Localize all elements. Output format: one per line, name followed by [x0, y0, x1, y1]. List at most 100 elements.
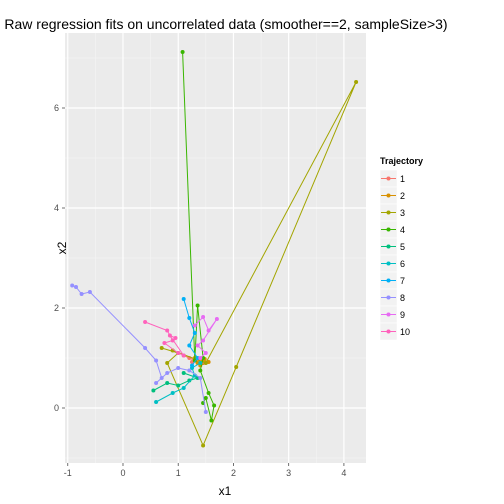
legend-label: 2 — [400, 191, 405, 201]
data-point — [206, 328, 211, 333]
data-point — [198, 368, 203, 373]
series-line — [161, 81, 357, 447]
data-point — [187, 316, 192, 320]
data-point — [165, 361, 170, 365]
legend-entry-2: 2 — [379, 186, 405, 205]
data-point — [192, 358, 197, 363]
legend-key-point — [386, 227, 391, 232]
grid-lines — [65, 33, 366, 463]
data-point — [354, 80, 359, 84]
data-point — [187, 368, 192, 373]
data-point — [154, 358, 159, 363]
legend-label: 5 — [400, 242, 405, 252]
data-point — [203, 351, 208, 355]
series-10 — [143, 320, 186, 358]
legend-label: 7 — [400, 276, 405, 286]
data-point — [198, 376, 203, 380]
legend-entry-8: 8 — [379, 288, 405, 307]
chart-title: Raw regression fits on uncorrelated data… — [4, 16, 447, 32]
legend-entry-3: 3 — [379, 203, 405, 222]
y-tick-label: 2 — [54, 303, 59, 313]
y-axis-title: x2 — [55, 241, 69, 254]
x-tick-label: -1 — [64, 468, 72, 478]
data-point — [181, 371, 186, 375]
data-point — [181, 386, 186, 390]
legend-key-point — [386, 261, 391, 266]
data-point — [201, 443, 206, 448]
legend-entry-9: 9 — [379, 305, 405, 324]
legend-key-point — [386, 210, 391, 215]
data-point — [143, 346, 148, 350]
x-axis: -1 0 1 2 3 4 — [64, 463, 346, 478]
data-point — [143, 320, 148, 324]
data-point — [192, 331, 197, 335]
legend-label: 8 — [400, 293, 405, 303]
data-point — [159, 346, 164, 350]
data-point — [198, 361, 203, 365]
data-point — [203, 396, 208, 400]
data-point — [201, 315, 206, 319]
data-point — [167, 333, 172, 338]
data-point — [165, 328, 170, 333]
y-axis: 0 2 4 6 — [54, 103, 65, 413]
data-point — [154, 381, 159, 385]
data-point — [206, 391, 211, 395]
legend-key-point — [386, 295, 391, 300]
data-point — [165, 371, 170, 375]
legend-entry-7: 7 — [379, 271, 405, 290]
data-point — [190, 363, 194, 368]
legend-label: 6 — [400, 259, 405, 269]
data-point — [176, 366, 181, 370]
data-point — [154, 400, 159, 404]
x-tick-label: 3 — [286, 468, 291, 478]
data-point — [165, 381, 170, 385]
legend-title: Trajectory — [380, 156, 423, 166]
data-point — [70, 283, 75, 288]
legend-label: 3 — [400, 208, 405, 218]
data-point — [212, 403, 217, 408]
data-point — [159, 376, 164, 380]
legend-key-point — [386, 193, 391, 198]
legend-key-point — [386, 278, 391, 283]
x-tick-label: 0 — [120, 468, 125, 478]
legend-entry-1: 1 — [379, 169, 405, 188]
series-8 — [70, 283, 208, 414]
legend-entry-10: 10 — [379, 322, 410, 341]
data-point — [181, 297, 186, 301]
y-tick-label: 4 — [54, 203, 59, 213]
legend-key-point — [386, 176, 391, 181]
x-tick-label: 4 — [341, 468, 346, 478]
data-point — [181, 353, 186, 358]
legend-entry-4: 4 — [379, 220, 405, 239]
legend: Trajectory 1 2 3 4 5 6 7 8 9 10 — [379, 156, 423, 341]
data-point — [203, 410, 208, 414]
x-tick-label: 2 — [231, 468, 236, 478]
data-point — [198, 356, 203, 360]
x-tick-label: 1 — [176, 468, 181, 478]
series-layer — [70, 50, 359, 448]
data-point — [170, 338, 175, 343]
data-point — [187, 343, 192, 348]
data-point — [187, 378, 192, 383]
data-point — [214, 317, 219, 321]
legend-label: 10 — [400, 327, 410, 337]
legend-label: 1 — [400, 174, 405, 184]
y-tick-label: 6 — [54, 103, 59, 113]
legend-entry-6: 6 — [379, 254, 405, 273]
legend-entry-5: 5 — [379, 237, 405, 256]
data-point — [74, 285, 78, 289]
data-point — [87, 290, 92, 294]
data-point — [176, 383, 181, 388]
data-point — [209, 418, 214, 423]
data-point — [203, 361, 208, 365]
x-axis-title: x1 — [219, 484, 232, 498]
data-point — [180, 50, 185, 54]
legend-label: 9 — [400, 310, 405, 320]
legend-label: 4 — [400, 225, 405, 235]
data-point — [170, 391, 175, 395]
data-point — [79, 292, 84, 296]
data-point — [151, 388, 156, 393]
data-point — [195, 303, 200, 308]
legend-key-point — [386, 312, 391, 317]
